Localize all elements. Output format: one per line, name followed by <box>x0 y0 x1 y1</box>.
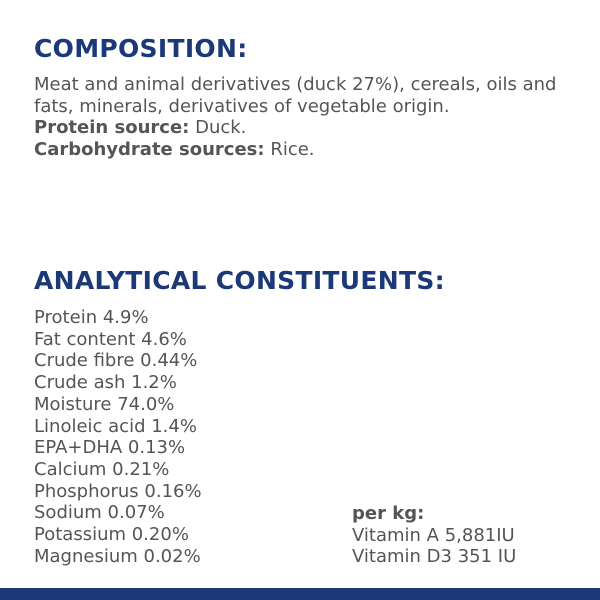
composition-text: Meat and animal derivatives (duck 27%), … <box>34 74 557 117</box>
per-kg-label: per kg: <box>352 503 425 524</box>
carbohydrate-sources: Carbohydrate sources: Rice. <box>34 139 315 161</box>
constituent: Magnesium 0.02% <box>34 545 201 567</box>
constituent: Crude ash 1.2% <box>34 372 177 394</box>
label: Carbohydrate sources: <box>34 139 265 160</box>
constituent: Phosphorus 0.16% <box>34 480 202 502</box>
section-heading: COMPOSITION: <box>34 34 248 63</box>
constituent-list: Protein 4.9% Fat content 4.6% Crude fibre … <box>34 307 202 567</box>
section-heading: ANALYTICAL CONSTITUENTS: <box>34 266 445 295</box>
constituent: Fat content 4.6% <box>34 328 187 350</box>
vitamin: Vitamin A 5,881IU <box>352 524 515 546</box>
constituent: Moisture 74.0% <box>34 393 175 415</box>
constituent: Calcium 0.21% <box>34 458 170 480</box>
per-kg-list: per kg: Vitamin A 5,881IU Vitamin D3 351 … <box>352 503 516 568</box>
constituent: Potassium 0.20% <box>34 524 189 546</box>
constituent: EPA+DHA 0.13% <box>34 437 186 459</box>
protein-source: Protein source: Duck. <box>34 117 246 139</box>
label: Protein source: <box>34 117 190 138</box>
constituent: Crude fibre 0.44% <box>34 350 198 372</box>
value: Rice. <box>270 139 315 160</box>
value: Duck. <box>195 117 247 138</box>
constituent: Protein 4.9% <box>34 307 149 328</box>
constituent: Linoleic acid 1.4% <box>34 415 197 437</box>
footer-bar <box>0 588 600 600</box>
vitamin: Vitamin D3 351 IU <box>352 546 517 568</box>
constituent: Sodium 0.07% <box>34 502 165 524</box>
